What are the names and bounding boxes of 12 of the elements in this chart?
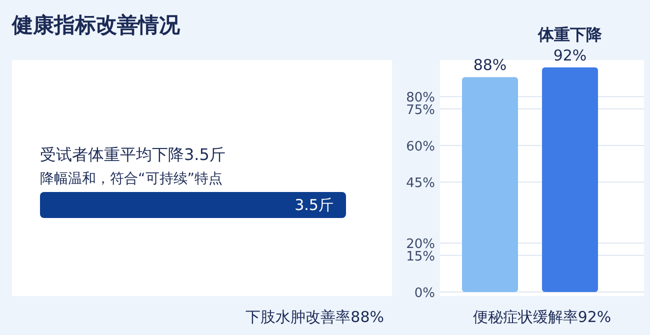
data-label: 88%	[473, 56, 507, 74]
text: 体重下降	[537, 25, 603, 44]
text: 受试者体重平均下降3.5斤	[40, 145, 226, 164]
y-tick-label: 0%	[414, 286, 435, 301]
data-label: 3.5斤	[294, 196, 334, 214]
text: 降幅温和，符合“可持续”特点	[40, 171, 223, 187]
text: 下肢水肿改善率88%	[246, 308, 384, 326]
y-tick-label: 45%	[406, 176, 435, 192]
y-tick-label: 60%	[406, 139, 435, 154]
data-label: 92%	[553, 46, 587, 64]
x-axis-title: 便秘症状缓解率92%	[472, 308, 612, 326]
text: 健康指标改善情况	[11, 13, 181, 37]
